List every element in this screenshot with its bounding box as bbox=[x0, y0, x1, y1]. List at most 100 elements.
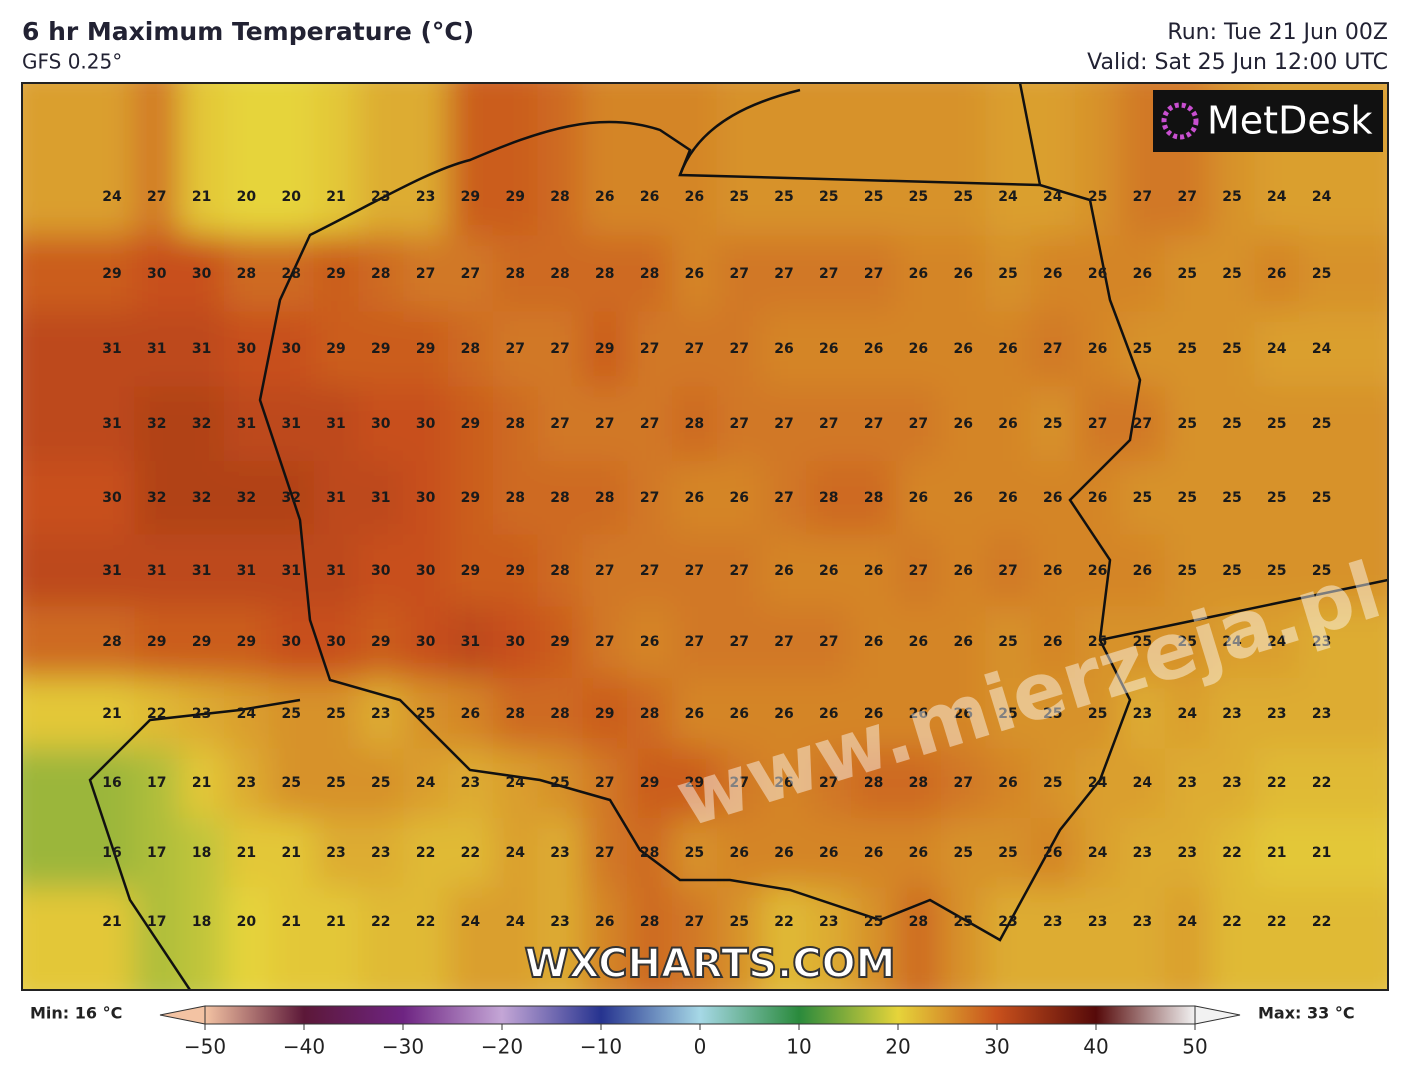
temp-value: 25 bbox=[281, 775, 300, 791]
temp-cell bbox=[896, 386, 942, 462]
temp-cell bbox=[492, 748, 539, 819]
temp-value: 26 bbox=[909, 341, 928, 357]
temp-value: 23 bbox=[550, 914, 569, 930]
temp-cell bbox=[1120, 887, 1166, 990]
temp-cell bbox=[403, 748, 449, 819]
temp-value: 28 bbox=[640, 845, 659, 861]
temp-cell bbox=[134, 818, 181, 889]
temp-value: 25 bbox=[953, 189, 972, 205]
temp-cell bbox=[851, 83, 897, 237]
temp-value: 28 bbox=[550, 490, 569, 506]
temp-value: 26 bbox=[909, 634, 928, 650]
temp-cell bbox=[582, 887, 629, 990]
temp-cell bbox=[1209, 534, 1256, 608]
temp-cell bbox=[761, 235, 808, 313]
temp-value: 26 bbox=[909, 490, 928, 506]
temp-value: 23 bbox=[1133, 914, 1152, 930]
temp-cell bbox=[448, 461, 494, 536]
temp-value: 25 bbox=[326, 775, 345, 791]
temp-value: 29 bbox=[595, 706, 614, 722]
temp-cell bbox=[896, 887, 942, 990]
temp-cell bbox=[851, 748, 897, 819]
temp-cell bbox=[940, 818, 987, 889]
temp-cell bbox=[537, 534, 584, 608]
temp-value: 27 bbox=[819, 266, 838, 282]
temp-value: 25 bbox=[1222, 563, 1241, 579]
valid-time: Valid: Sat 25 Jun 12:00 UTC bbox=[1087, 50, 1388, 75]
temp-value: 23 bbox=[1177, 845, 1196, 861]
temp-cell bbox=[224, 678, 270, 750]
temp-value: 26 bbox=[998, 775, 1017, 791]
temp-cell bbox=[985, 386, 1032, 462]
temp-value: 25 bbox=[998, 634, 1017, 650]
temp-value: 27 bbox=[685, 634, 704, 650]
temp-value: 30 bbox=[281, 634, 301, 650]
temp-value: 27 bbox=[998, 563, 1017, 579]
borders bbox=[88, 83, 1388, 990]
temp-cell bbox=[268, 606, 315, 679]
temp-cell bbox=[1254, 534, 1301, 608]
temp-cell bbox=[1299, 386, 1388, 462]
temp-cell bbox=[1030, 887, 1077, 990]
temp-value: 23 bbox=[1088, 914, 1107, 930]
temp-cell bbox=[134, 83, 181, 237]
temp-value: 16 bbox=[102, 845, 121, 861]
temp-value: 25 bbox=[953, 845, 972, 861]
temp-value: 26 bbox=[1043, 490, 1062, 506]
temp-value: 27 bbox=[595, 563, 614, 579]
temp-value: 25 bbox=[1222, 266, 1241, 282]
temp-cell bbox=[224, 83, 270, 237]
temp-cell bbox=[627, 311, 673, 388]
temp-value: 25 bbox=[998, 706, 1017, 722]
temp-cell bbox=[224, 461, 270, 536]
temp-cell bbox=[492, 311, 539, 388]
temp-value: 22 bbox=[147, 706, 166, 722]
temp-cell bbox=[1120, 818, 1166, 889]
temp-value: 32 bbox=[237, 490, 256, 506]
temp-cell bbox=[806, 235, 853, 313]
temp-value: 31 bbox=[371, 490, 390, 506]
temp-value: 25 bbox=[1222, 490, 1241, 506]
temp-value: 27 bbox=[729, 775, 748, 791]
temp-value: 26 bbox=[1088, 563, 1107, 579]
temp-value: 28 bbox=[909, 775, 928, 791]
temp-cell bbox=[1120, 678, 1166, 750]
temp-cell bbox=[358, 386, 405, 462]
temp-cell bbox=[492, 606, 539, 679]
temp-cell bbox=[1164, 678, 1211, 750]
temp-value: 24 bbox=[1312, 341, 1332, 357]
temp-value: 18 bbox=[192, 914, 211, 930]
temp-cell bbox=[672, 606, 718, 679]
temp-value: 28 bbox=[640, 706, 659, 722]
temp-value: 25 bbox=[1133, 341, 1152, 357]
temp-cell bbox=[22, 818, 136, 889]
temp-value: 24 bbox=[1312, 189, 1332, 205]
temp-cell bbox=[851, 818, 897, 889]
temp-value: 27 bbox=[595, 845, 614, 861]
temp-cell bbox=[627, 678, 673, 750]
temp-cell bbox=[1120, 606, 1166, 679]
temp-cell bbox=[806, 386, 853, 462]
temp-value: 29 bbox=[192, 634, 211, 650]
temp-value: 26 bbox=[685, 266, 704, 282]
temp-cell bbox=[896, 678, 942, 750]
temp-cell bbox=[403, 386, 449, 462]
temp-value: 27 bbox=[864, 266, 883, 282]
temp-cell bbox=[22, 678, 136, 750]
temp-cell bbox=[448, 235, 494, 313]
temp-cell bbox=[1030, 235, 1077, 313]
temp-value: 27 bbox=[147, 189, 166, 205]
temp-cell bbox=[940, 235, 987, 313]
temp-cell bbox=[134, 386, 181, 462]
temp-value: 27 bbox=[729, 416, 748, 432]
temp-value: 27 bbox=[774, 490, 793, 506]
value-labels: 24 27 21 20 20 21 23 23 29 29 28 26 26 26 25 25 25 25 25 25… bbox=[102, 189, 1331, 930]
temp-value: 27 bbox=[819, 416, 838, 432]
temp-cell bbox=[896, 461, 942, 536]
temp-cell bbox=[1299, 606, 1388, 679]
colorbar-tick-label: −10 bbox=[580, 1035, 622, 1059]
temp-value: 31 bbox=[326, 490, 345, 506]
temp-value: 26 bbox=[640, 189, 659, 205]
temp-value: 29 bbox=[595, 341, 614, 357]
temp-value: 27 bbox=[640, 490, 659, 506]
